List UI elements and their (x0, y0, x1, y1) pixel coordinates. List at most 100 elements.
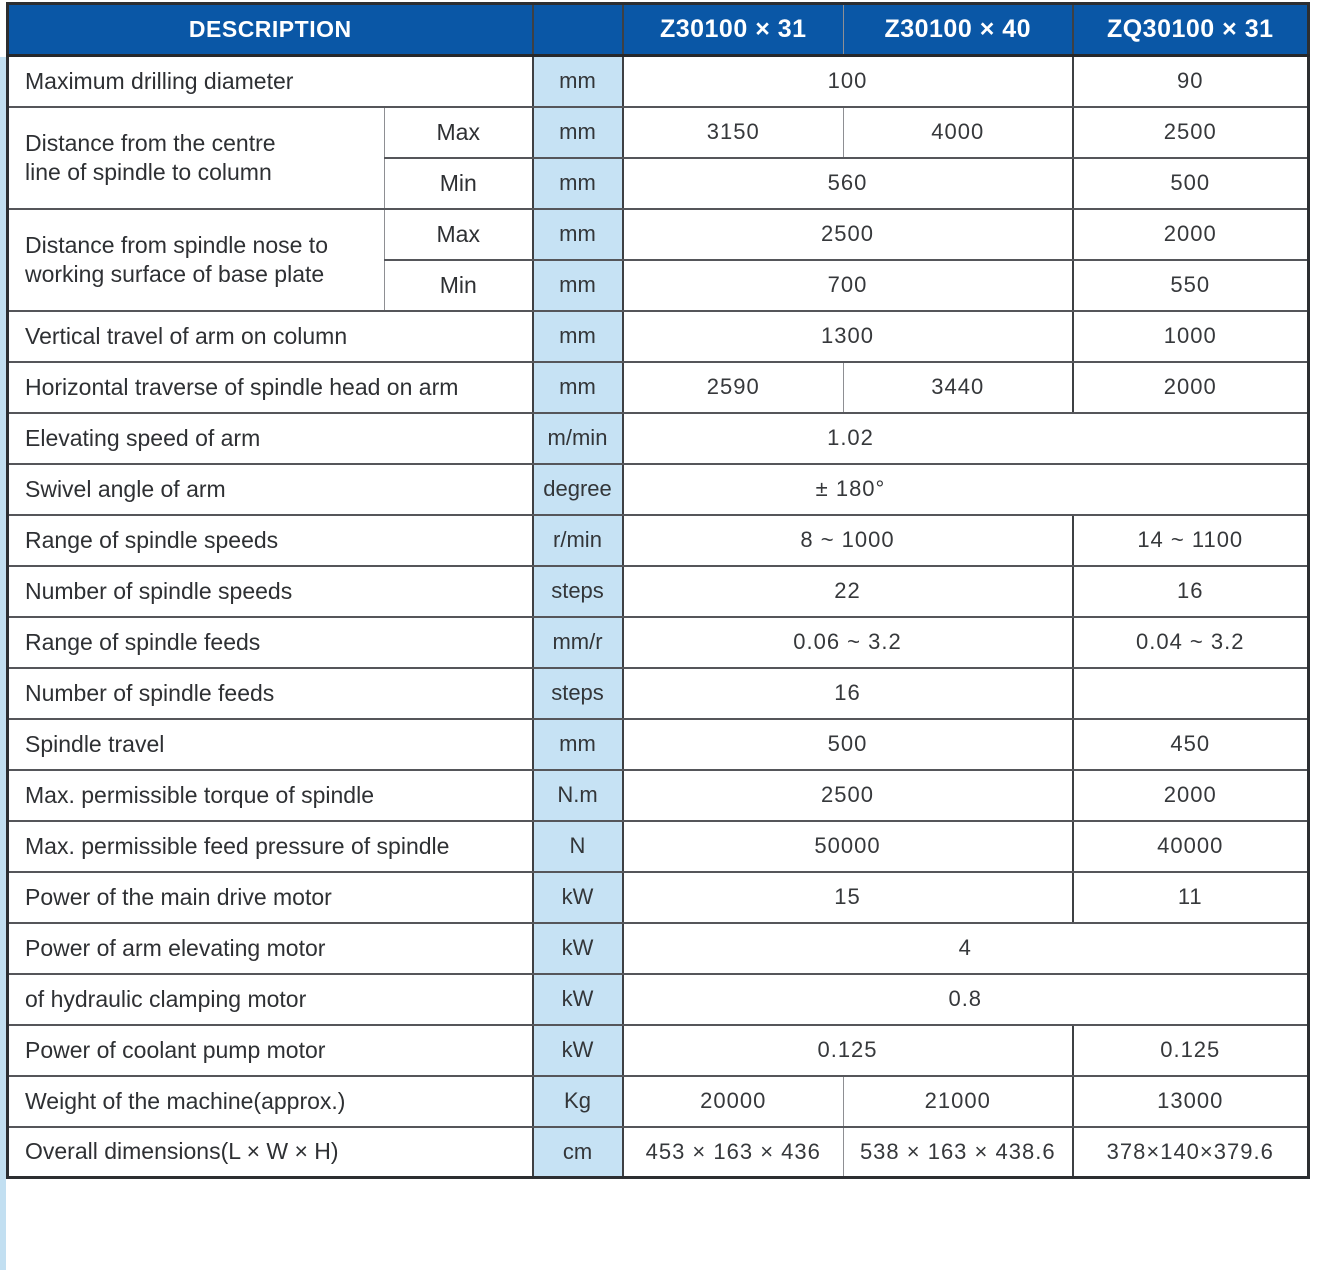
value-cell: 453 × 163 × 436 (622, 1125, 844, 1179)
table-row: Number of spindle feeds steps 16 (7, 666, 1309, 720)
row-label: Spindle travel (7, 717, 534, 771)
table-row: Vertical travel of arm on column mm 1300… (7, 309, 1309, 363)
table-row: of hydraulic clamping motor kW 0.8 (7, 972, 1309, 1026)
value-cell: 1300 (622, 309, 1074, 363)
row-label: Overall dimensions(L × W × H) (7, 1125, 534, 1179)
description-header: DESCRIPTION (7, 3, 534, 57)
value-cell: 500 (1072, 156, 1309, 210)
value-cell: 2500 (1072, 105, 1309, 159)
row-label: Weight of the machine(approx.) (7, 1074, 534, 1128)
value-cell: 378×140×379.6 (1072, 1125, 1309, 1179)
unit-cell: mm (532, 309, 624, 363)
table-row: Max. permissible feed pressure of spindl… (7, 819, 1309, 873)
unit-cell: degree (532, 462, 624, 516)
row-label: Max. permissible torque of spindle (7, 768, 534, 822)
value-cell: 90 (1072, 54, 1309, 108)
value-cell: 0.8 (622, 972, 1309, 1026)
value-cell: 0.04 ~ 3.2 (1072, 615, 1309, 669)
table-row: Spindle travel mm 500 450 (7, 717, 1309, 771)
table-row: Power of coolant pump motor kW 0.125 0.1… (7, 1023, 1309, 1077)
table-row: Number of spindle speeds steps 22 16 (7, 564, 1309, 618)
table-row: Power of arm elevating motor kW 4 (7, 921, 1309, 975)
value-cell: 2000 (1072, 207, 1309, 261)
row-label-text: Distance from spindle nose to working su… (25, 231, 335, 287)
table-row: Swivel angle of arm degree ± 180° (7, 462, 1309, 516)
value-cell: 560 (622, 156, 1074, 210)
table-row: Min mm 560 500 (8, 156, 1309, 210)
row-label: Max. permissible feed pressure of spindl… (7, 819, 534, 873)
row-label: Number of spindle feeds (7, 666, 534, 720)
value-cell: 11 (1072, 870, 1309, 924)
value-cell: 16 (622, 666, 1074, 720)
model-header-z30100x40: Z30100 × 40 (843, 3, 1074, 57)
value-cell: 13000 (1072, 1074, 1309, 1128)
unit-cell: mm (532, 54, 624, 108)
unit-cell: mm (532, 156, 624, 210)
row-label: Range of spindle feeds (7, 615, 534, 669)
value-cell: 8 ~ 1000 (622, 513, 1074, 567)
value-cell: 2000 (1072, 360, 1309, 414)
unit-cell: mm (532, 258, 624, 312)
unit-cell: kW (532, 1023, 624, 1077)
value-cell: 4 (622, 921, 1309, 975)
table-row: Power of the main drive motor kW 15 11 (7, 870, 1309, 924)
model-header-z30100x31: Z30100 × 31 (622, 3, 844, 57)
minmax-label: Min (384, 258, 534, 312)
row-label: Vertical travel of arm on column (7, 309, 534, 363)
value-cell: 500 (622, 717, 1074, 771)
row-label-text: Distance from the centre line of spindle… (25, 129, 282, 185)
minmax-label: Min (384, 156, 534, 210)
model-header-zq30100x31: ZQ30100 × 31 (1072, 3, 1309, 57)
value-cell: 15 (622, 870, 1074, 924)
row-label: Power of coolant pump motor (7, 1023, 534, 1077)
minmax-label: Max (384, 207, 534, 261)
unit-cell: mm (532, 717, 624, 771)
value-cell: 40000 (1072, 819, 1309, 873)
table-row: Distance from the centre line of spindle… (7, 105, 1309, 210)
table-row: Overall dimensions(L × W × H) cm 453 × 1… (7, 1125, 1309, 1179)
value-cell: 3440 (843, 360, 1074, 414)
unit-cell: N.m (532, 768, 624, 822)
unit-cell: cm (532, 1125, 624, 1179)
table-row: Weight of the machine(approx.) Kg 20000 … (7, 1074, 1309, 1128)
unit-cell: mm/r (532, 615, 624, 669)
minmax-label: Max (384, 105, 534, 159)
unit-cell: Kg (532, 1074, 624, 1128)
unit-cell: kW (532, 921, 624, 975)
value-text: ± 180° (815, 476, 886, 501)
value-cell: ± 180° (622, 462, 1309, 516)
value-cell: 0.125 (622, 1023, 1074, 1077)
table-row: Horizontal traverse of spindle head on a… (7, 360, 1309, 414)
value-cell: 50000 (622, 819, 1074, 873)
row-label: Range of spindle speeds (7, 513, 534, 567)
row-label: Elevating speed of arm (7, 411, 534, 465)
table-row: Min mm 700 550 (8, 258, 1309, 312)
row-label: Number of spindle speeds (7, 564, 534, 618)
value-cell: 538 × 163 × 438.6 (843, 1125, 1074, 1179)
value-cell: 2500 (622, 768, 1074, 822)
unit-cell: r/min (532, 513, 624, 567)
table-row: Maximum drilling diameter mm 100 90 (7, 54, 1309, 108)
value-cell: 14 ~ 1100 (1072, 513, 1309, 567)
table-row: Range of spindle feeds mm/r 0.06 ~ 3.2 0… (7, 615, 1309, 669)
table-row: Range of spindle speeds r/min 8 ~ 1000 1… (7, 513, 1309, 567)
value-cell: 0.06 ~ 3.2 (622, 615, 1074, 669)
value-cell: 2500 (622, 207, 1074, 261)
row-label: Swivel angle of arm (7, 462, 534, 516)
value-cell: 450 (1072, 717, 1309, 771)
value-cell: 2590 (622, 360, 844, 414)
value-cell: 0.125 (1072, 1023, 1309, 1077)
unit-cell: mm (532, 360, 624, 414)
row-label: Power of the main drive motor (7, 870, 534, 924)
specifications-table: DESCRIPTION Z30100 × 31 Z30100 × 40 ZQ30… (6, 2, 1310, 1179)
value-cell: 22 (622, 564, 1074, 618)
row-label: Maximum drilling diameter (7, 54, 534, 108)
left-edge-strip (0, 57, 6, 1270)
value-cell: 2000 (1072, 768, 1309, 822)
unit-cell: steps (532, 666, 624, 720)
value-cell: 550 (1072, 258, 1309, 312)
value-cell: 20000 (622, 1074, 844, 1128)
table-header: DESCRIPTION Z30100 × 31 Z30100 × 40 ZQ30… (7, 3, 1309, 57)
unit-column-header (532, 3, 624, 57)
